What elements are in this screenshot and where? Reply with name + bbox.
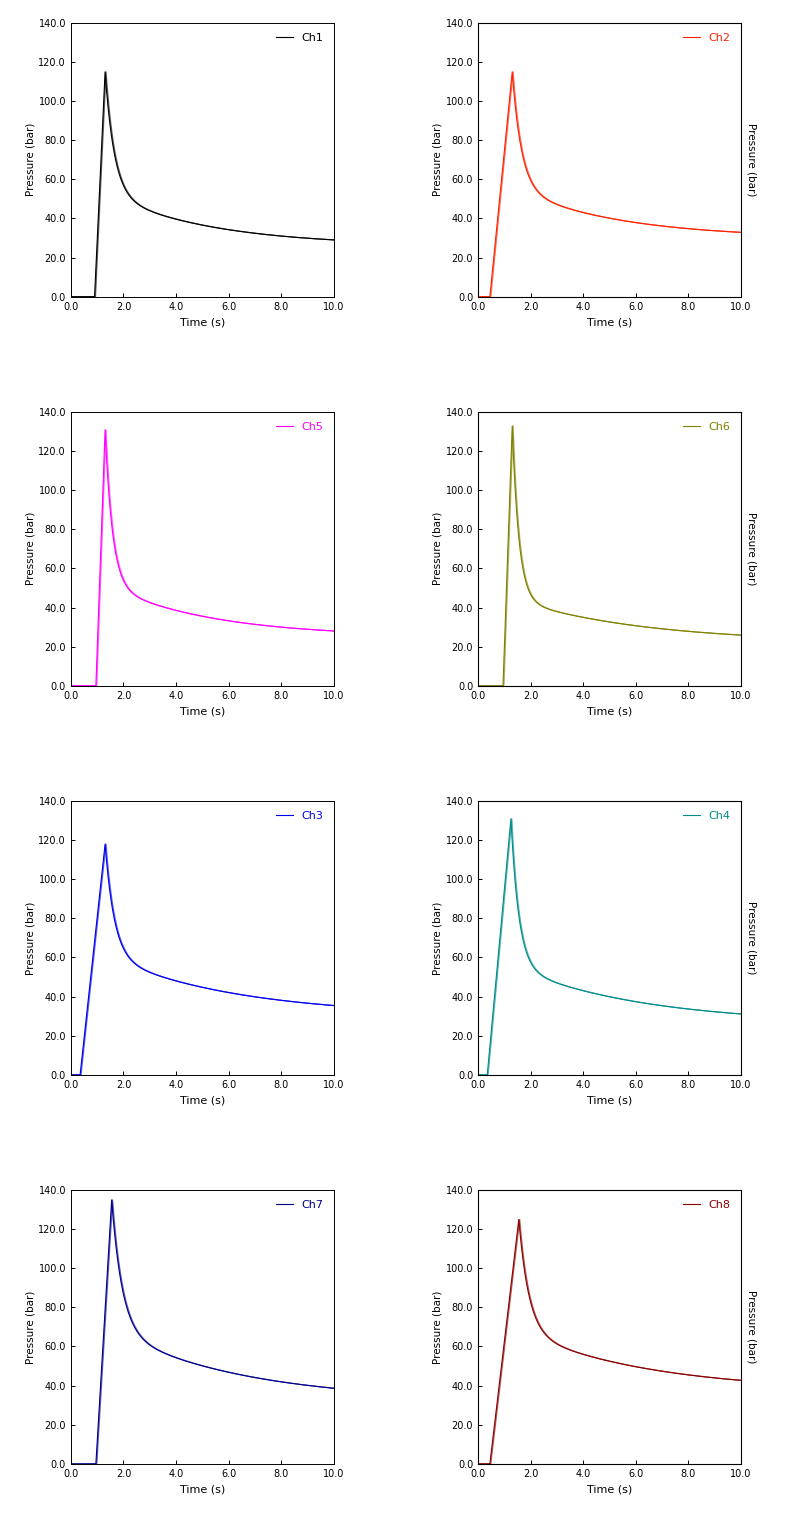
Y-axis label: Pressure (bar): Pressure (bar)	[746, 901, 756, 974]
Y-axis label: Pressure (bar): Pressure (bar)	[433, 901, 443, 974]
X-axis label: Time (s): Time (s)	[587, 317, 632, 328]
Y-axis label: Pressure (bar): Pressure (bar)	[433, 513, 443, 586]
X-axis label: Time (s): Time (s)	[180, 1484, 225, 1494]
Y-axis label: Pressure (bar): Pressure (bar)	[746, 513, 756, 586]
Y-axis label: Pressure (bar): Pressure (bar)	[746, 123, 756, 196]
X-axis label: Time (s): Time (s)	[587, 707, 632, 716]
X-axis label: Time (s): Time (s)	[587, 1095, 632, 1106]
X-axis label: Time (s): Time (s)	[180, 1095, 225, 1106]
Y-axis label: Pressure (bar): Pressure (bar)	[26, 901, 35, 974]
Legend: Ch5: Ch5	[272, 417, 328, 437]
Y-axis label: Pressure (bar): Pressure (bar)	[433, 123, 443, 196]
Legend: Ch6: Ch6	[678, 417, 735, 437]
Legend: Ch3: Ch3	[272, 807, 328, 825]
X-axis label: Time (s): Time (s)	[587, 1484, 632, 1494]
Y-axis label: Pressure (bar): Pressure (bar)	[433, 1291, 443, 1364]
Y-axis label: Pressure (bar): Pressure (bar)	[26, 123, 35, 196]
Legend: Ch4: Ch4	[678, 807, 735, 825]
Legend: Ch8: Ch8	[678, 1195, 735, 1215]
Legend: Ch1: Ch1	[272, 29, 328, 47]
Y-axis label: Pressure (bar): Pressure (bar)	[26, 513, 35, 586]
X-axis label: Time (s): Time (s)	[180, 707, 225, 716]
Y-axis label: Pressure (bar): Pressure (bar)	[746, 1291, 756, 1364]
Legend: Ch7: Ch7	[272, 1195, 328, 1215]
Y-axis label: Pressure (bar): Pressure (bar)	[26, 1291, 35, 1364]
Legend: Ch2: Ch2	[678, 29, 735, 47]
X-axis label: Time (s): Time (s)	[180, 317, 225, 328]
